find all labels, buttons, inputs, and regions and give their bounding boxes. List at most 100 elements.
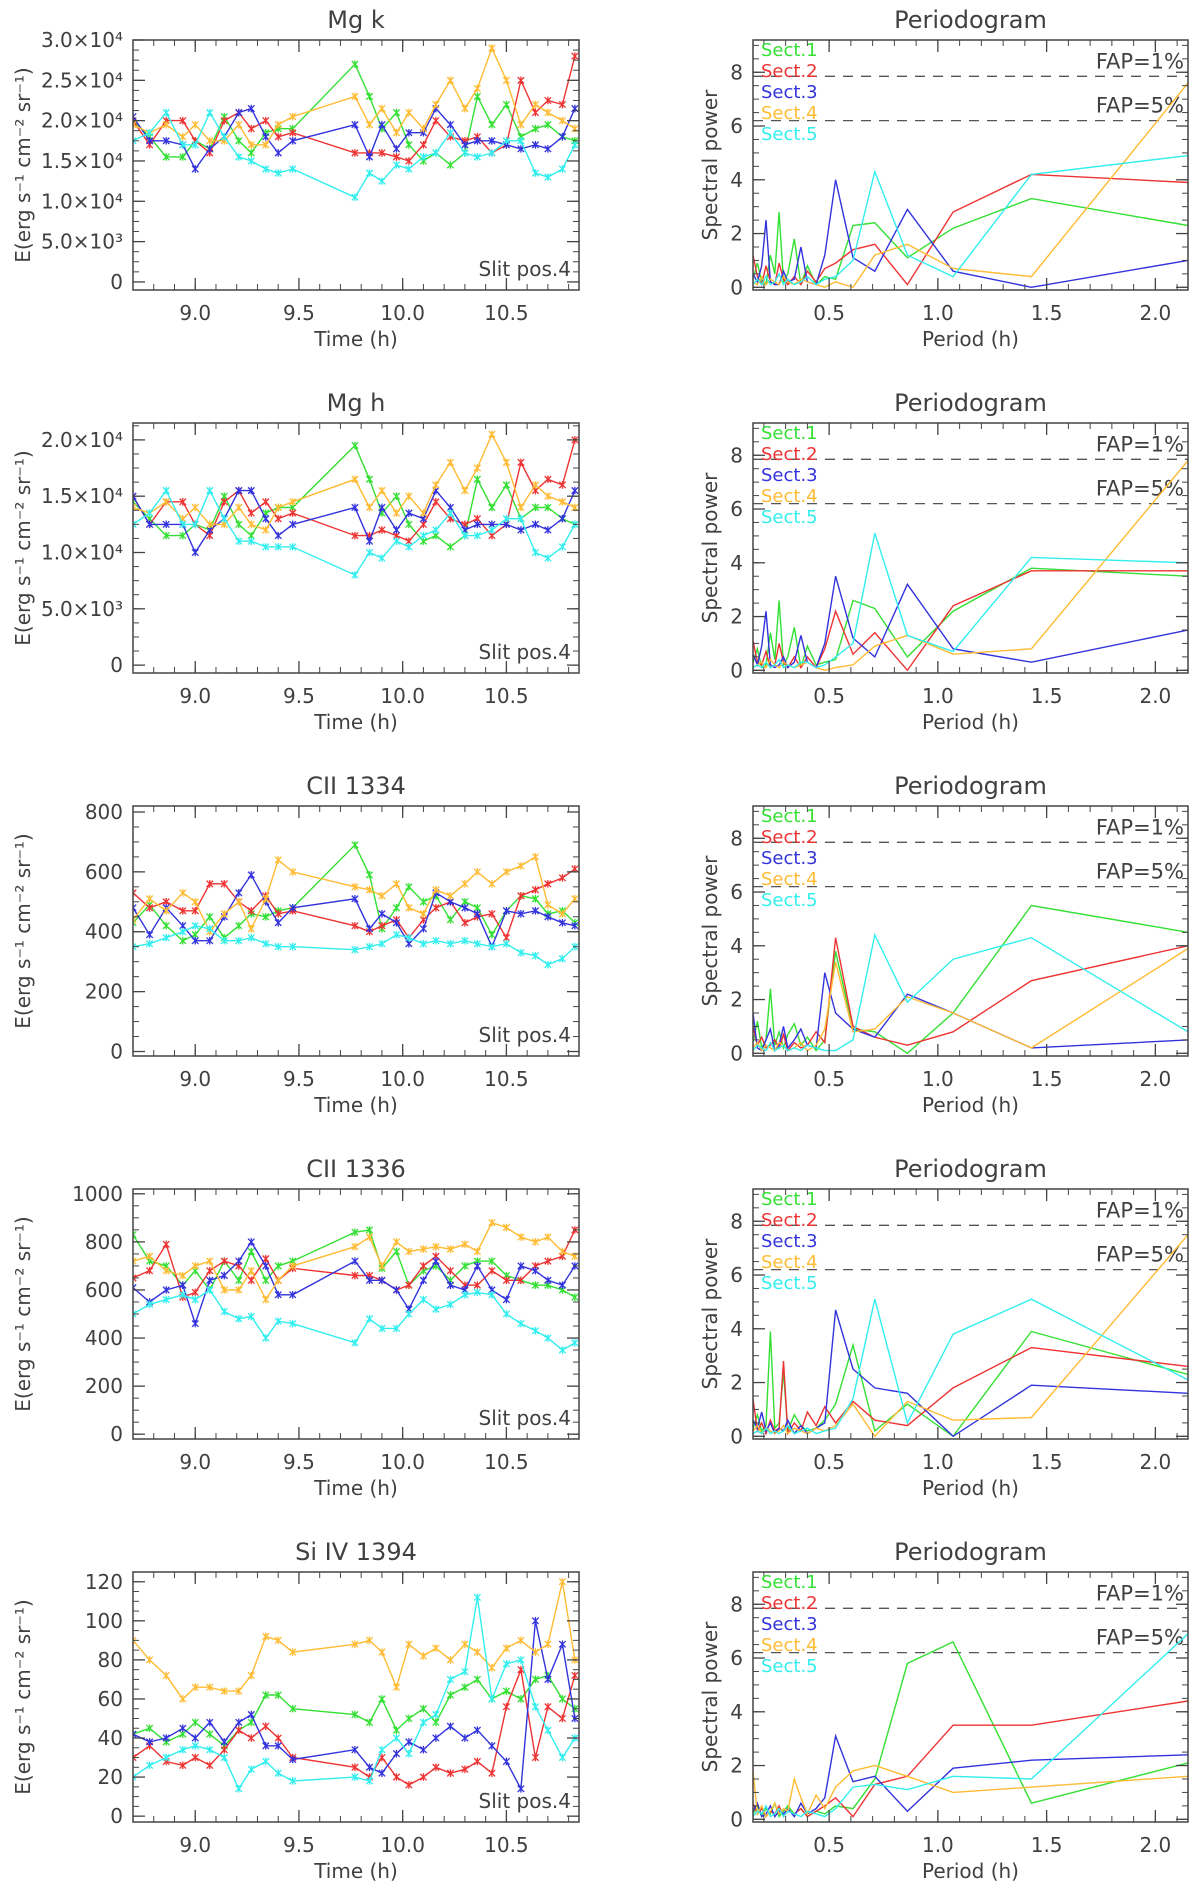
data-point bbox=[544, 96, 552, 105]
data-point bbox=[133, 137, 137, 145]
data-point bbox=[289, 165, 297, 173]
panel-title: Periodogram bbox=[894, 772, 1047, 800]
data-point bbox=[502, 458, 511, 467]
data-point bbox=[392, 1734, 401, 1742]
data-point bbox=[274, 1691, 282, 1699]
data-point bbox=[432, 1242, 440, 1251]
data-point bbox=[351, 441, 359, 450]
legend-entry-sect4: Sect.4 bbox=[761, 486, 818, 507]
data-point bbox=[145, 137, 154, 145]
y-tick-label: 0 bbox=[730, 1041, 743, 1065]
data-point bbox=[392, 1726, 401, 1734]
panel-title: Periodogram bbox=[894, 389, 1047, 417]
data-point bbox=[392, 153, 401, 161]
y-tick-label: 0 bbox=[110, 270, 123, 294]
data-point bbox=[365, 1233, 374, 1241]
data-point bbox=[571, 486, 579, 495]
data-point bbox=[247, 149, 255, 157]
data-point bbox=[289, 137, 297, 145]
data-point bbox=[432, 903, 440, 912]
data-point bbox=[405, 903, 413, 912]
data-point bbox=[162, 498, 170, 506]
data-point bbox=[517, 526, 525, 534]
data-point bbox=[531, 1238, 540, 1246]
data-point bbox=[365, 924, 374, 933]
data-point bbox=[378, 1648, 386, 1656]
data-point bbox=[405, 509, 413, 517]
y-tick-label: 80 bbox=[98, 1648, 123, 1672]
data-point bbox=[392, 161, 401, 169]
data-point bbox=[531, 951, 540, 960]
data-point bbox=[179, 906, 187, 915]
data-point bbox=[405, 165, 413, 173]
x-tick-label: 10.5 bbox=[484, 1067, 529, 1091]
data-point bbox=[544, 880, 552, 888]
y-tick-label: 2 bbox=[730, 1371, 743, 1395]
data-point bbox=[461, 903, 469, 912]
data-point bbox=[558, 909, 567, 918]
data-point bbox=[162, 921, 170, 930]
x-tick-label: 10.0 bbox=[380, 301, 425, 325]
data-point bbox=[517, 120, 525, 129]
timeseries-panel-2: Mg h 9.0 9.5 10.0 10.5 Time (h) 0 5.0×10³ 1.0×10… bbox=[11, 389, 580, 734]
data-point bbox=[517, 1785, 525, 1793]
legend-entry-sect5: Sect.5 bbox=[761, 1656, 818, 1677]
data-point bbox=[274, 1276, 282, 1285]
data-point bbox=[206, 1761, 214, 1770]
data-point bbox=[558, 1753, 567, 1762]
data-point bbox=[191, 898, 199, 906]
fap-label-2: FAP=5% bbox=[1096, 1626, 1184, 1650]
data-point bbox=[488, 1663, 496, 1672]
data-point bbox=[544, 1233, 552, 1241]
data-point bbox=[351, 883, 359, 891]
data-point bbox=[419, 909, 428, 918]
data-point bbox=[262, 526, 270, 534]
data-point bbox=[446, 892, 455, 900]
data-point bbox=[531, 1281, 540, 1289]
data-point bbox=[133, 503, 137, 512]
plot-frame bbox=[132, 1571, 580, 1823]
data-point bbox=[419, 1745, 428, 1754]
data-point bbox=[365, 120, 374, 129]
legend-entry-sect2: Sect.2 bbox=[761, 444, 818, 465]
data-point bbox=[235, 1286, 243, 1294]
data-point bbox=[488, 120, 496, 129]
data-point bbox=[558, 165, 567, 173]
fap-label-2: FAP=5% bbox=[1096, 860, 1184, 884]
data-point bbox=[378, 177, 386, 185]
y-tick-label: 2 bbox=[730, 1754, 743, 1778]
fap-label-2: FAP=5% bbox=[1096, 477, 1184, 501]
data-point bbox=[378, 554, 386, 562]
data-point bbox=[206, 520, 214, 529]
data-point bbox=[220, 514, 228, 523]
series-line-sect3 bbox=[753, 972, 1188, 1053]
data-point bbox=[432, 149, 440, 157]
data-point bbox=[274, 1290, 282, 1299]
data-point bbox=[502, 481, 511, 489]
y-axis-label: Spectral power bbox=[698, 89, 722, 241]
data-point bbox=[544, 108, 552, 117]
data-point bbox=[365, 153, 374, 161]
data-point bbox=[145, 895, 154, 903]
data-point bbox=[365, 548, 374, 557]
data-point bbox=[133, 918, 137, 927]
data-point bbox=[378, 909, 386, 918]
y-tick-label: 3.0×10⁴ bbox=[41, 28, 123, 52]
data-point bbox=[351, 149, 359, 157]
data-point bbox=[162, 1266, 170, 1275]
data-point bbox=[351, 1710, 359, 1719]
data-point bbox=[351, 1228, 359, 1237]
data-point bbox=[179, 1281, 187, 1289]
data-point bbox=[365, 169, 374, 177]
x-axis-label: Time (h) bbox=[313, 710, 398, 734]
x-tick-label: 1.0 bbox=[922, 301, 954, 325]
data-point bbox=[544, 173, 552, 181]
data-point bbox=[247, 1765, 255, 1774]
data-point bbox=[544, 1702, 552, 1711]
data-point bbox=[220, 1271, 228, 1280]
data-point bbox=[262, 1334, 270, 1342]
data-point bbox=[571, 141, 579, 149]
data-point bbox=[461, 1640, 469, 1649]
data-point bbox=[502, 1687, 511, 1695]
data-point bbox=[191, 120, 199, 129]
